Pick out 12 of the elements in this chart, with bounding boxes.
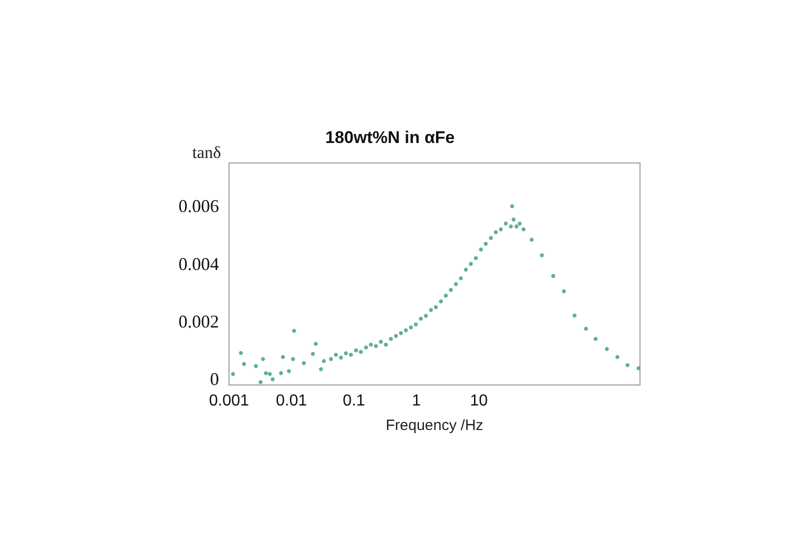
x-tick-label: 10 bbox=[470, 392, 488, 410]
y-tick-label: 0.006 bbox=[178, 196, 219, 216]
y-tick-label: 0.002 bbox=[178, 312, 219, 332]
x-axis-title: Frequency /Hz bbox=[386, 417, 484, 434]
x-tick-label: 0.1 bbox=[342, 392, 366, 410]
x-tick-label: 0.01 bbox=[276, 392, 308, 410]
y-tick-label: 0 bbox=[210, 369, 219, 390]
x-tick-label: 0.001 bbox=[208, 392, 250, 410]
y-tick-label: 0.004 bbox=[178, 254, 219, 274]
chart-title: 180wt%N in αFe bbox=[325, 128, 455, 147]
y-axis-title: tanδ bbox=[192, 143, 221, 162]
x-tick-label: 1 bbox=[412, 392, 421, 410]
